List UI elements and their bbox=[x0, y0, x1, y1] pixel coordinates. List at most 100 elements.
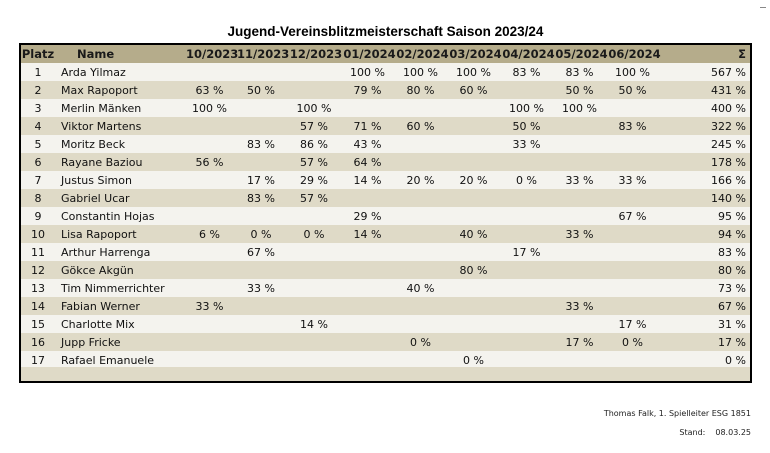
table-row: 10 Lisa Rapoport 6 % 0 % 0 % 14 % 40 % 33 % 94 % bbox=[21, 225, 750, 243]
table-row: 6 Rayane Baziou 56 % 57 % 64 % 178 % bbox=[21, 153, 750, 171]
cell-month-score: 33 % bbox=[512, 137, 541, 151]
cell-place: 12 bbox=[31, 263, 45, 277]
cell-month-score: 67 % bbox=[618, 209, 647, 223]
cell-place: 9 bbox=[34, 209, 42, 223]
cell-month-score: 57 % bbox=[300, 155, 328, 169]
cell-place: 16 bbox=[31, 335, 45, 349]
cell-month-score bbox=[396, 207, 449, 225]
cell-month-score: 56 % bbox=[195, 155, 224, 169]
cell-month-score bbox=[186, 189, 237, 207]
cell-month-score bbox=[289, 81, 343, 99]
cell-month-score: 100 % bbox=[509, 101, 544, 115]
cell-place: 4 bbox=[34, 119, 42, 133]
cell-month-score: 50 % bbox=[512, 119, 541, 133]
cell-total: 67 % bbox=[718, 299, 746, 313]
cell-name: Viktor Martens bbox=[61, 119, 142, 133]
cell-month-score: 6 % bbox=[199, 227, 220, 241]
cell-month-score bbox=[449, 117, 502, 135]
cell-month-score bbox=[555, 153, 608, 171]
table-row: 11 Arthur Harrenga 67 % 17 % 83 % bbox=[21, 243, 750, 261]
cell-month-score: 100 % bbox=[615, 65, 650, 79]
cell-name: Merlin Mänken bbox=[61, 101, 142, 115]
cell-name: Gökce Akgün bbox=[61, 263, 134, 277]
cell-name: Rafael Emanuele bbox=[61, 353, 155, 367]
cell-month-score bbox=[449, 333, 502, 351]
cell-total: 140 % bbox=[711, 191, 746, 205]
table-header-row: Platz Name 10/2023 11/2023 12/2023 01/20… bbox=[21, 45, 750, 63]
cell-month-score: 33 % bbox=[565, 299, 594, 313]
cell-month-score: 0 % bbox=[303, 227, 325, 241]
cell-total: 166 % bbox=[711, 173, 746, 187]
cell-month-score: 86 % bbox=[300, 137, 328, 151]
cell-name: Justus Simon bbox=[61, 173, 132, 187]
cell-month-score: 0 % bbox=[250, 227, 272, 241]
cell-month-score: 43 % bbox=[353, 137, 382, 151]
table-title: Jugend-Vereinsblitzmeisterschaft Saison … bbox=[227, 24, 544, 39]
table-row: 8 Gabriel Ucar 83 % 57 % 140 % bbox=[21, 189, 750, 207]
cell-month-score bbox=[608, 135, 661, 153]
cell-month-score: 83 % bbox=[247, 191, 275, 205]
cell-place: 10 bbox=[31, 227, 45, 241]
cell-month-score bbox=[186, 315, 237, 333]
cell-total: 80 % bbox=[718, 263, 746, 277]
cell-month-score bbox=[555, 189, 608, 207]
table-row: 17 Rafael Emanuele 0 % 0 % bbox=[21, 351, 750, 369]
cell-month-score bbox=[449, 99, 502, 117]
cell-month-score: 33 % bbox=[618, 173, 647, 187]
cell-name: Arthur Harrenga bbox=[61, 245, 151, 259]
cell-month-score: 79 % bbox=[353, 83, 382, 97]
cell-month-score bbox=[502, 315, 555, 333]
cell-month-score: 20 % bbox=[459, 173, 488, 187]
cell-month-score: 67 % bbox=[247, 245, 275, 259]
table-row: 13 Tim Nimmerrichter 33 % 40 % 73 % bbox=[21, 279, 750, 297]
cell-month-score: 80 % bbox=[459, 263, 488, 277]
cell-month-score bbox=[186, 171, 237, 189]
table-body: 1 Arda Yilmaz 100 % 100 % 100 % 83 % 83 % 100 %… bbox=[21, 63, 750, 369]
cell-month-score bbox=[555, 207, 608, 225]
cell-place: 15 bbox=[31, 317, 45, 331]
cell-name: Constantin Hojas bbox=[61, 209, 155, 223]
cell-month-score bbox=[186, 261, 237, 279]
cell-month-score bbox=[608, 297, 661, 315]
cell-month-score: 57 % bbox=[300, 119, 328, 133]
cell-name: Jupp Fricke bbox=[61, 335, 121, 349]
cell-month-score bbox=[396, 297, 449, 315]
cell-total: 95 % bbox=[718, 209, 746, 223]
header-month: 01/2024 bbox=[343, 47, 396, 61]
table-row: 1 Arda Yilmaz 100 % 100 % 100 % 83 % 83 % 100 %… bbox=[21, 63, 750, 81]
cell-place: 2 bbox=[34, 83, 42, 97]
cell-name: Arda Yilmaz bbox=[61, 65, 126, 79]
cell-month-score bbox=[289, 279, 343, 297]
table-row: 15 Charlotte Mix 14 % 17 % 31 % bbox=[21, 315, 750, 333]
cell-month-score bbox=[555, 315, 608, 333]
cell-month-score bbox=[608, 261, 661, 279]
cell-month-score bbox=[555, 279, 608, 297]
cell-month-score: 14 % bbox=[353, 173, 382, 187]
table-row: 4 Viktor Martens 57 % 71 % 60 % 50 % 83 % 322 % bbox=[21, 117, 750, 135]
cell-month-score bbox=[396, 99, 449, 117]
cell-month-score bbox=[396, 243, 449, 261]
cell-total: 245 % bbox=[711, 137, 746, 151]
cell-month-score: 50 % bbox=[565, 83, 594, 97]
cell-month-score bbox=[343, 315, 396, 333]
cell-month-score bbox=[289, 207, 343, 225]
cell-month-score bbox=[502, 153, 555, 171]
table-row: 16 Jupp Fricke 0 % 17 % 0 % 17 % bbox=[21, 333, 750, 351]
cell-month-score bbox=[555, 117, 608, 135]
cell-place: 13 bbox=[31, 281, 45, 295]
table-row: 7 Justus Simon 17 % 29 % 14 % 20 % 20 % 0 % 33 %… bbox=[21, 171, 750, 189]
cell-month-score bbox=[289, 243, 343, 261]
header-month: 06/2024 bbox=[608, 47, 661, 61]
cell-month-score: 83 % bbox=[247, 137, 275, 151]
table-row: 5 Moritz Beck 83 % 86 % 43 % 33 % 245 % bbox=[21, 135, 750, 153]
cell-month-score bbox=[502, 333, 555, 351]
header-month: 12/2023 bbox=[289, 47, 343, 61]
cell-name: Lisa Rapoport bbox=[61, 227, 137, 241]
cell-month-score: 50 % bbox=[247, 83, 275, 97]
cell-month-score bbox=[396, 315, 449, 333]
page-edge-marker bbox=[760, 7, 766, 8]
cell-month-score bbox=[502, 279, 555, 297]
cell-month-score: 29 % bbox=[300, 173, 328, 187]
cell-total: 83 % bbox=[718, 245, 746, 259]
cell-month-score bbox=[186, 135, 237, 153]
